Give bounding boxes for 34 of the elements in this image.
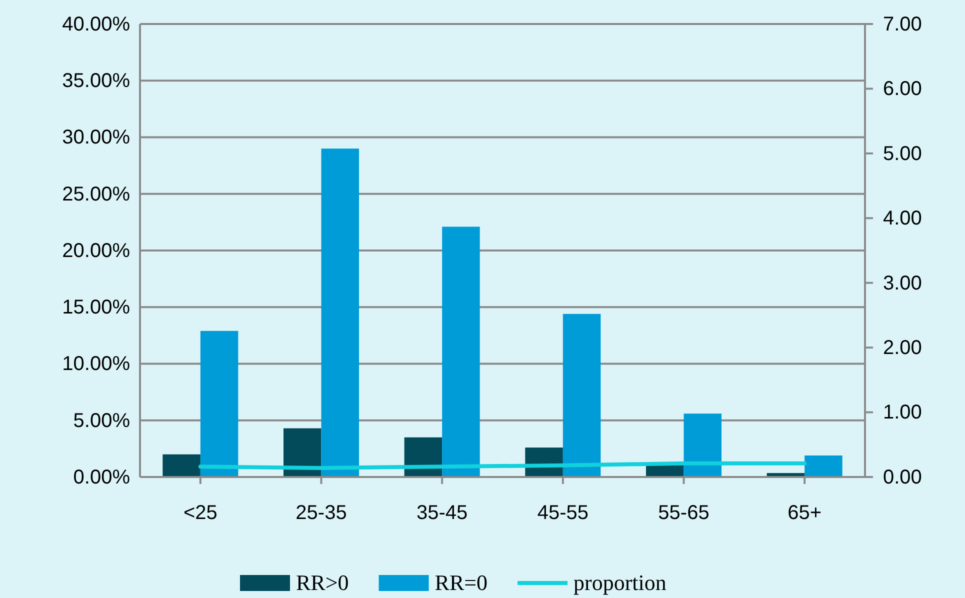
y-tick-label: 30.00%: [62, 126, 130, 149]
legend-label: RR>0: [296, 570, 349, 595]
y-tick-label: 0.00%: [73, 466, 130, 488]
legend-label: proportion: [574, 570, 666, 595]
x-tick-label: 25-35: [296, 502, 347, 524]
y-tick-label: 20.00%: [62, 240, 130, 262]
y2-tick-label: 7.00: [883, 13, 922, 36]
y2-tick-label: 2.00: [883, 336, 922, 359]
y-tick-label: 5.00%: [73, 410, 130, 432]
bar: [162, 454, 200, 477]
x-tick-label: 55-65: [658, 502, 710, 524]
y-tick-label: 25.00%: [62, 183, 130, 206]
y2-tick-label: 4.00: [883, 208, 922, 230]
y-tick-label: 35.00%: [62, 70, 130, 92]
y2-tick-label: 6.00: [883, 78, 922, 100]
x-tick-label: 65+: [788, 502, 822, 524]
bar: [562, 314, 601, 477]
x-tick-label: 45-55: [537, 502, 588, 524]
y2-tick-label: 1.00: [883, 402, 922, 424]
bar: [321, 148, 360, 477]
bar: [804, 455, 842, 477]
x-tick-label: 35-45: [416, 502, 468, 524]
legend-label: RR=0: [434, 570, 488, 595]
y-tick-label: 15.00%: [62, 296, 130, 319]
y-tick-label: 40.00%: [62, 13, 130, 36]
y2-tick-label: 3.00: [883, 272, 922, 294]
y-tick-label: 10.00%: [62, 353, 130, 376]
bar: [442, 226, 480, 477]
y2-tick-label: 5.00: [883, 142, 922, 165]
x-tick-label: <25: [183, 502, 218, 524]
bar: [200, 330, 238, 477]
bar: [684, 414, 722, 477]
y2-tick-label: 0.00: [883, 466, 922, 488]
bar: [283, 428, 322, 477]
